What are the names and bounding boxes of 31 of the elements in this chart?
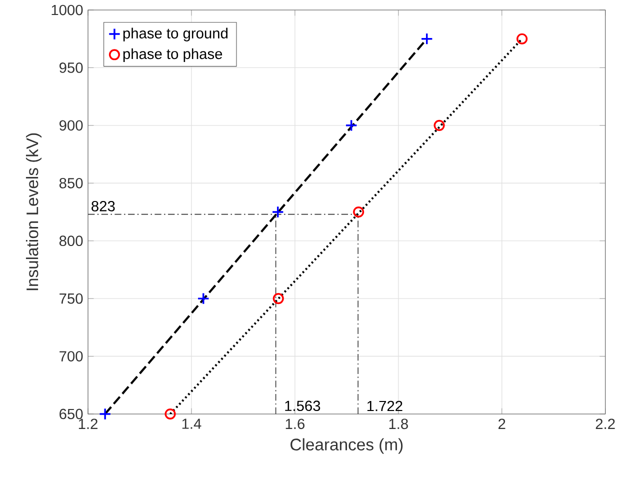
- x-tick-label: 1.6: [286, 418, 304, 430]
- y-tick-label: 950: [60, 62, 83, 73]
- legend-label: phase to phase: [123, 48, 222, 62]
- point: [164, 408, 176, 420]
- point: [353, 206, 364, 218]
- x-tick-label: 1.2: [78, 418, 98, 429]
- y-tick-label: 700: [60, 351, 83, 362]
- y-tick-label: 750: [60, 293, 83, 304]
- y-tick-label: 800: [59, 236, 83, 246]
- point: [272, 206, 284, 218]
- point: [197, 292, 210, 305]
- point: [98, 408, 112, 420]
- y-tick-label: 650: [60, 408, 83, 420]
- point: [420, 32, 434, 46]
- x-tick-label: 2: [498, 418, 506, 429]
- point: [434, 120, 445, 131]
- y-axis-title: Insulation Levels (kV): [26, 133, 42, 290]
- legend-label: phase to ground: [123, 28, 228, 42]
- y-tick-label: 850: [59, 178, 83, 188]
- x-tick-label: 1.8: [389, 418, 408, 430]
- point: [516, 33, 528, 44]
- x-axis-title: Clearances (m): [290, 438, 403, 454]
- y-tick-label: 1000: [52, 4, 83, 16]
- ref-line-label: 823: [92, 200, 115, 212]
- point: [272, 293, 284, 304]
- ref-line-label: 1.722: [367, 400, 402, 412]
- ref-line-label: 1.563: [285, 400, 320, 412]
- x-tick-label: 1.4: [182, 418, 202, 429]
- point: [345, 119, 358, 132]
- x-tick-label: 2.2: [596, 418, 615, 429]
- y-tick-label: 900: [60, 120, 83, 131]
